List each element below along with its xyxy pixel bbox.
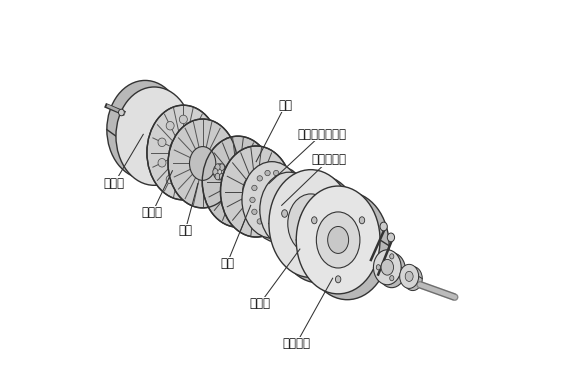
Text: 电机壳: 电机壳: [104, 177, 125, 190]
Ellipse shape: [158, 138, 166, 146]
Ellipse shape: [168, 119, 237, 208]
Ellipse shape: [269, 170, 353, 277]
Ellipse shape: [328, 226, 349, 254]
Ellipse shape: [219, 173, 225, 180]
Ellipse shape: [257, 179, 261, 185]
Text: 磁钢支撑固定盘: 磁钢支撑固定盘: [297, 128, 346, 141]
Ellipse shape: [277, 175, 361, 283]
Ellipse shape: [306, 192, 389, 300]
Ellipse shape: [281, 176, 286, 181]
Ellipse shape: [376, 265, 380, 270]
Ellipse shape: [279, 197, 299, 223]
Ellipse shape: [193, 121, 201, 130]
Ellipse shape: [170, 135, 197, 171]
Ellipse shape: [179, 181, 187, 190]
Ellipse shape: [119, 109, 124, 116]
Ellipse shape: [166, 175, 174, 184]
Ellipse shape: [248, 183, 252, 188]
Ellipse shape: [390, 276, 394, 281]
Ellipse shape: [286, 185, 292, 190]
Ellipse shape: [158, 159, 166, 167]
Text: 线圈: 线圈: [178, 224, 192, 237]
Ellipse shape: [257, 199, 261, 204]
Ellipse shape: [359, 217, 365, 224]
Ellipse shape: [179, 115, 187, 124]
Ellipse shape: [282, 210, 287, 217]
Ellipse shape: [405, 271, 413, 281]
Ellipse shape: [378, 253, 405, 288]
Ellipse shape: [289, 197, 294, 203]
Ellipse shape: [273, 224, 279, 229]
Ellipse shape: [243, 174, 270, 209]
Ellipse shape: [193, 175, 201, 184]
Ellipse shape: [226, 166, 251, 197]
Ellipse shape: [327, 192, 333, 200]
Ellipse shape: [189, 146, 216, 180]
Ellipse shape: [400, 264, 418, 288]
Ellipse shape: [166, 121, 174, 130]
Ellipse shape: [296, 186, 380, 294]
Text: 磁钢: 磁钢: [278, 99, 293, 112]
Ellipse shape: [265, 224, 270, 229]
Text: 主定子: 主定子: [142, 206, 163, 219]
Ellipse shape: [213, 168, 218, 175]
Ellipse shape: [263, 188, 281, 211]
Ellipse shape: [380, 222, 387, 231]
Ellipse shape: [213, 164, 226, 180]
Text: 电机前盖: 电机前盖: [282, 337, 310, 350]
Ellipse shape: [201, 138, 209, 146]
Ellipse shape: [150, 130, 159, 142]
Ellipse shape: [242, 161, 302, 238]
Ellipse shape: [222, 168, 227, 175]
Ellipse shape: [286, 209, 292, 215]
Text: 支撑定位板: 支撑定位板: [311, 153, 346, 166]
Ellipse shape: [252, 209, 257, 215]
Ellipse shape: [374, 250, 401, 285]
Ellipse shape: [266, 177, 325, 252]
Ellipse shape: [299, 208, 323, 239]
Ellipse shape: [248, 195, 252, 200]
Ellipse shape: [215, 164, 220, 170]
Ellipse shape: [155, 122, 161, 129]
Ellipse shape: [315, 257, 321, 265]
Ellipse shape: [262, 189, 266, 194]
Ellipse shape: [387, 233, 395, 242]
Ellipse shape: [265, 170, 270, 176]
Ellipse shape: [250, 197, 255, 203]
Ellipse shape: [257, 176, 263, 181]
Ellipse shape: [219, 164, 225, 170]
Ellipse shape: [221, 146, 292, 237]
Ellipse shape: [257, 219, 263, 224]
Ellipse shape: [336, 276, 341, 283]
Ellipse shape: [202, 136, 274, 227]
Ellipse shape: [288, 194, 334, 253]
Ellipse shape: [248, 166, 308, 243]
Ellipse shape: [201, 159, 209, 167]
Ellipse shape: [403, 266, 422, 291]
Text: 副定子: 副定子: [249, 297, 270, 310]
Ellipse shape: [147, 105, 220, 200]
Ellipse shape: [116, 87, 192, 185]
Ellipse shape: [316, 212, 360, 268]
Ellipse shape: [252, 185, 257, 190]
Ellipse shape: [281, 219, 286, 224]
Ellipse shape: [381, 259, 393, 275]
Ellipse shape: [273, 170, 279, 176]
Ellipse shape: [260, 172, 318, 247]
Ellipse shape: [390, 254, 394, 259]
Ellipse shape: [312, 217, 317, 224]
Ellipse shape: [215, 173, 220, 180]
Ellipse shape: [107, 80, 183, 179]
Text: 转子: 转子: [220, 257, 234, 270]
